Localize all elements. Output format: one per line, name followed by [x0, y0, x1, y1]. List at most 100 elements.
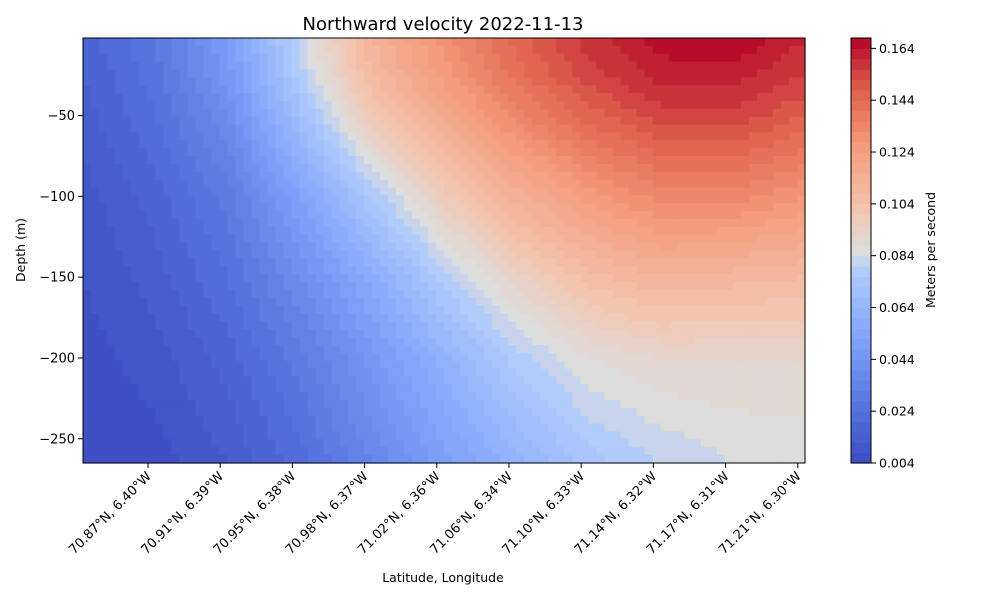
contour-cell	[427, 313, 437, 322]
contour-cell	[91, 321, 100, 330]
contour-cell	[243, 360, 253, 370]
contour-cell	[444, 38, 453, 47]
contour-cell	[291, 368, 301, 378]
contour-cell	[107, 439, 116, 448]
contour-cell	[395, 100, 405, 110]
contour-cell	[604, 100, 614, 110]
contour-cell	[155, 163, 164, 173]
contour-cell	[540, 439, 549, 448]
contour-cell	[724, 77, 734, 86]
contour-cell	[427, 447, 437, 456]
contour-cell	[444, 211, 453, 220]
contour-cell	[275, 337, 285, 346]
contour-cell	[187, 187, 196, 197]
contour-cell	[187, 423, 196, 433]
contour-cell	[163, 211, 172, 220]
contour-cell	[371, 53, 381, 63]
contour-cell	[235, 321, 245, 330]
contour-cell	[548, 431, 557, 440]
contour-cell	[227, 100, 237, 110]
contour-cell	[716, 289, 726, 299]
contour-cell	[652, 274, 662, 283]
contour-cell	[419, 376, 429, 385]
contour-cell	[468, 124, 477, 134]
contour-cell	[572, 226, 581, 236]
contour-cell	[532, 455, 541, 464]
contour-cell	[516, 108, 525, 118]
contour-cell	[363, 163, 373, 173]
contour-cell	[267, 266, 277, 275]
contour-cell	[235, 344, 245, 354]
contour-cell	[684, 455, 694, 464]
contour-cell	[796, 352, 806, 362]
contour-cell	[195, 85, 204, 94]
contour-cell	[692, 140, 702, 149]
contour-cell	[660, 289, 670, 299]
contour-cell	[235, 93, 245, 102]
contour-cell	[468, 93, 477, 102]
contour-cell	[171, 407, 180, 417]
contour-cell	[147, 195, 156, 204]
contour-cell	[131, 242, 140, 252]
contour-cell	[740, 258, 750, 267]
contour-cell	[259, 321, 269, 330]
contour-cell	[283, 337, 293, 346]
contour-cell	[307, 219, 317, 228]
contour-cell	[780, 281, 790, 291]
contour-cell	[580, 368, 589, 378]
contour-cell	[500, 407, 509, 417]
contour-cell	[476, 313, 485, 322]
contour-cell	[259, 179, 269, 189]
contour-cell	[588, 179, 598, 189]
contour-cell	[644, 108, 654, 118]
contour-cell	[267, 187, 277, 197]
contour-cell	[331, 376, 341, 385]
contour-cell	[331, 368, 341, 378]
contour-cell	[444, 439, 453, 448]
contour-cell	[307, 203, 317, 212]
contour-cell	[724, 93, 734, 102]
contour-cell	[371, 226, 381, 236]
contour-cell	[259, 423, 269, 433]
contour-cell	[540, 234, 549, 244]
contour-cell	[612, 376, 622, 385]
contour-cell	[636, 93, 646, 102]
contour-cell	[243, 100, 253, 110]
contour-cell	[700, 337, 710, 346]
contour-cell	[588, 195, 598, 204]
contour-cell	[588, 148, 598, 157]
contour-cell	[628, 140, 638, 149]
contour-cell	[588, 274, 598, 283]
contour-cell	[171, 124, 180, 134]
contour-cell	[411, 439, 421, 448]
contour-cell	[620, 163, 630, 173]
contour-cell	[299, 250, 309, 259]
contour-cell	[516, 289, 525, 299]
contour-cell	[275, 313, 285, 322]
contour-cell	[115, 305, 124, 315]
contour-cell	[716, 407, 726, 417]
contour-cell	[636, 45, 646, 55]
contour-cell	[548, 148, 557, 157]
y-tick-label: −100	[39, 190, 75, 205]
contour-cell	[291, 132, 301, 141]
contour-cell	[195, 116, 204, 126]
contour-cell	[403, 171, 413, 181]
contour-cell	[355, 344, 365, 354]
contour-cell	[427, 85, 437, 94]
contour-cell	[708, 407, 718, 417]
contour-cell	[548, 407, 557, 417]
contour-cell	[756, 171, 766, 181]
contour-cell	[355, 447, 365, 456]
contour-cell	[115, 329, 124, 338]
contour-cell	[259, 266, 269, 275]
contour-cell	[484, 392, 493, 401]
contour-cell	[355, 156, 365, 165]
contour-cell	[564, 203, 573, 212]
contour-cell	[668, 100, 678, 110]
contour-cell	[668, 211, 678, 220]
contour-cell	[708, 38, 718, 47]
contour-cell	[419, 108, 429, 118]
contour-cell	[315, 376, 325, 385]
